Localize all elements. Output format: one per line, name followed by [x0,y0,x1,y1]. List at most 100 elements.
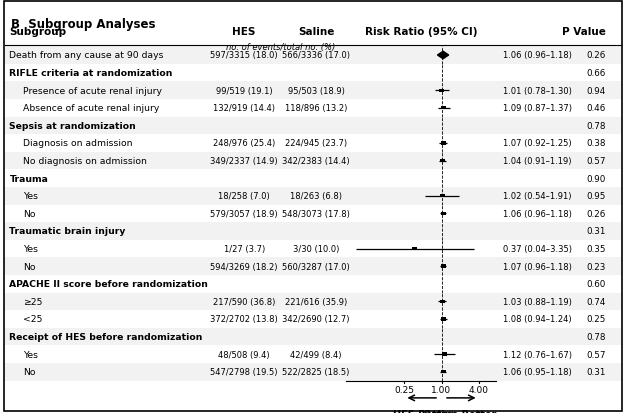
Text: 0.90: 0.90 [587,174,606,183]
Text: Absence of acute renal injury: Absence of acute renal injury [23,104,160,113]
Text: 0.94: 0.94 [587,86,606,95]
Text: 95/503 (18.9): 95/503 (18.9) [288,86,344,95]
Text: Receipt of HES before randomization: Receipt of HES before randomization [9,332,203,341]
Bar [413,247,418,251]
Text: 566/3336 (17.0): 566/3336 (17.0) [282,51,350,60]
Text: 522/2825 (18.5): 522/2825 (18.5) [282,367,350,376]
Polygon shape [438,52,449,59]
Text: Yes: Yes [23,244,38,254]
Bar [5,100,621,117]
Text: No: No [23,209,36,218]
Text: Diagnosis on admission: Diagnosis on admission [23,139,133,148]
Text: P Value: P Value [562,27,606,37]
Text: 1.06 (0.95–1.18): 1.06 (0.95–1.18) [503,367,572,376]
Text: 0.78: 0.78 [587,332,606,341]
Text: 1.01 (0.78–1.30): 1.01 (0.78–1.30) [503,86,572,95]
Bar [5,82,621,100]
Text: 1.06 (0.96–1.18): 1.06 (0.96–1.18) [503,51,572,60]
Text: 0.46: 0.46 [587,104,606,113]
Text: 342/2383 (14.4): 342/2383 (14.4) [282,157,350,166]
Text: 1/27 (3.7): 1/27 (3.7) [223,244,265,254]
Bar [439,195,444,198]
Text: 224/945 (23.7): 224/945 (23.7) [285,139,347,148]
Text: No diagnosis on admission: No diagnosis on admission [23,157,147,166]
Text: 1.02 (0.54–1.91): 1.02 (0.54–1.91) [503,192,572,201]
Text: Yes: Yes [23,350,38,359]
Text: 248/976 (25.4): 248/976 (25.4) [213,139,275,148]
Text: Risk Ratio (95% CI): Risk Ratio (95% CI) [365,27,478,37]
Text: 217/590 (36.8): 217/590 (36.8) [213,297,275,306]
Text: 0.60: 0.60 [587,280,606,289]
Text: No: No [23,262,36,271]
Text: APACHE II score before randomization: APACHE II score before randomization [9,280,208,289]
Text: 0.66: 0.66 [587,69,606,78]
Bar [440,300,445,303]
Text: 1.06 (0.96–1.18): 1.06 (0.96–1.18) [503,209,572,218]
Bar [5,346,621,363]
Text: Yes: Yes [23,192,38,201]
Text: Saline: Saline [298,27,334,37]
Text: 0.26: 0.26 [587,209,606,218]
Text: 597/3315 (18.0): 597/3315 (18.0) [210,51,278,60]
Text: 1.07 (0.96–1.18): 1.07 (0.96–1.18) [503,262,572,271]
Text: 548/3073 (17.8): 548/3073 (17.8) [282,209,350,218]
Text: Saline Better: Saline Better [424,410,496,413]
Text: 0.25: 0.25 [587,315,606,324]
Text: 0.26: 0.26 [587,51,606,60]
Text: 0.38: 0.38 [587,139,606,148]
Text: Sepsis at randomization: Sepsis at randomization [9,121,136,131]
Text: 132/919 (14.4): 132/919 (14.4) [213,104,275,113]
Text: Traumatic brain injury: Traumatic brain injury [9,227,126,236]
Text: 4.00: 4.00 [468,385,488,394]
Text: 18/263 (6.8): 18/263 (6.8) [290,192,342,201]
Bar [5,65,621,82]
Bar [5,152,621,170]
Bar [442,353,447,356]
Bar [5,170,621,188]
Text: Subgroup: Subgroup [9,27,66,37]
Bar [441,370,446,373]
Bar [439,89,444,93]
Text: 0.95: 0.95 [587,192,606,201]
Bar [5,328,621,346]
Text: 0.57: 0.57 [587,350,606,359]
Bar [5,188,621,205]
Text: 0.57: 0.57 [587,157,606,166]
Text: No: No [23,367,36,376]
Bar [5,363,621,381]
Bar [441,318,446,321]
Text: HES Better: HES Better [393,410,453,413]
Text: 99/519 (19.1): 99/519 (19.1) [216,86,272,95]
Bar [5,275,621,293]
Bar [5,258,621,275]
Bar [5,293,621,311]
Text: 48/508 (9.4): 48/508 (9.4) [218,350,270,359]
Text: 1.07 (0.92–1.25): 1.07 (0.92–1.25) [503,139,572,148]
Text: 0.31: 0.31 [587,367,606,376]
Text: 0.74: 0.74 [587,297,606,306]
Text: RIFLE criteria at randomization: RIFLE criteria at randomization [9,69,173,78]
Bar [5,47,621,65]
Bar [441,265,446,268]
Text: 1.08 (0.94–1.24): 1.08 (0.94–1.24) [503,315,572,324]
Bar [441,142,446,145]
Bar [5,135,621,152]
Text: 221/616 (35.9): 221/616 (35.9) [285,297,347,306]
Text: 1.04 (0.91–1.19): 1.04 (0.91–1.19) [503,157,572,166]
Text: Trauma: Trauma [9,174,48,183]
Bar [5,240,621,258]
Text: Death from any cause at 90 days: Death from any cause at 90 days [9,51,164,60]
Text: 372/2702 (13.8): 372/2702 (13.8) [210,315,278,324]
Text: 1.03 (0.88–1.19): 1.03 (0.88–1.19) [503,297,572,306]
Text: 0.31: 0.31 [587,227,606,236]
Text: 594/3269 (18.2): 594/3269 (18.2) [210,262,278,271]
Text: 560/3287 (17.0): 560/3287 (17.0) [282,262,350,271]
Text: 0.25: 0.25 [394,385,414,394]
Text: 1.00: 1.00 [431,385,451,394]
Text: 0.35: 0.35 [587,244,606,254]
Bar [441,212,446,216]
Bar [5,117,621,135]
Bar [441,107,446,110]
Text: 3/30 (10.0): 3/30 (10.0) [293,244,339,254]
Text: 42/499 (8.4): 42/499 (8.4) [290,350,342,359]
